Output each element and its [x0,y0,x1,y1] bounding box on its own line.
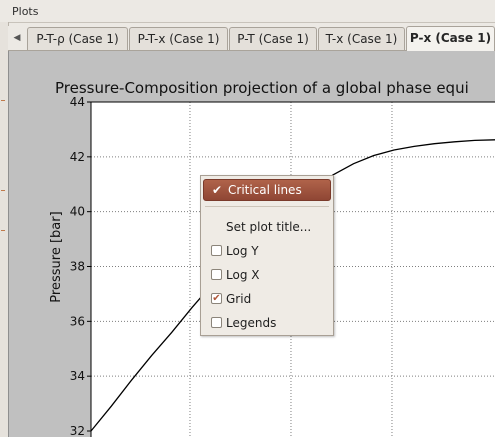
menu-item-label: Log X [226,268,260,282]
y-tick-label: 42 [70,150,85,164]
tab-p-t[interactable]: P-T (Case 1) [229,27,317,50]
plots-panel-header: Plots [0,0,495,23]
tab-t-x[interactable]: T-x (Case 1) [318,27,405,50]
edge-mark [1,230,5,231]
y-tick-label: 36 [70,314,85,328]
y-tick-label: 44 [70,95,85,109]
menu-item-critical-lines[interactable]: ✔ Critical lines [203,179,331,201]
menu-item-legends[interactable]: Legends [202,312,332,334]
checkbox-icon[interactable] [211,317,222,328]
triangle-left-icon[interactable]: ◀ [13,33,21,43]
edge-mark [1,100,5,101]
tab-p-t-rho[interactable]: P-T-ρ (Case 1) [27,27,128,50]
y-tick-label: 40 [70,205,85,219]
menu-separator [205,206,329,207]
plot-axes [90,101,495,437]
tab-bar-divider [8,50,495,51]
tab-p-t-x[interactable]: P-T-x (Case 1) [129,27,228,50]
y-tick-label: 32 [70,424,85,437]
checkbox-icon[interactable] [211,245,222,256]
y-tick-label: 34 [70,369,85,383]
plot-context-menu: ✔ Critical lines Set plot title... Log Y… [200,175,334,336]
chart-title: Pressure-Composition projection of a glo… [55,79,469,97]
check-icon: ✔ [212,183,223,197]
edge-mark [1,190,5,191]
checkbox-icon[interactable] [211,269,222,280]
menu-item-label: Grid [226,292,252,306]
y-tick-label: 38 [70,260,85,274]
checkbox-checked-icon[interactable]: ✔ [211,293,222,304]
tab-p-x[interactable]: P-x (Case 1) [406,26,495,51]
menu-item-label: Log Y [226,244,259,258]
menu-item-grid[interactable]: ✔ Grid [202,288,332,310]
menu-item-set-plot-title[interactable]: Set plot title... [202,216,332,238]
menu-item-label: Set plot title... [226,220,312,234]
menu-item-label: Legends [226,316,277,330]
panel-title: Plots [12,5,39,18]
menu-item-label: Critical lines [228,183,302,197]
menu-item-log-x[interactable]: Log X [202,264,332,286]
menu-item-log-y[interactable]: Log Y [202,240,332,262]
